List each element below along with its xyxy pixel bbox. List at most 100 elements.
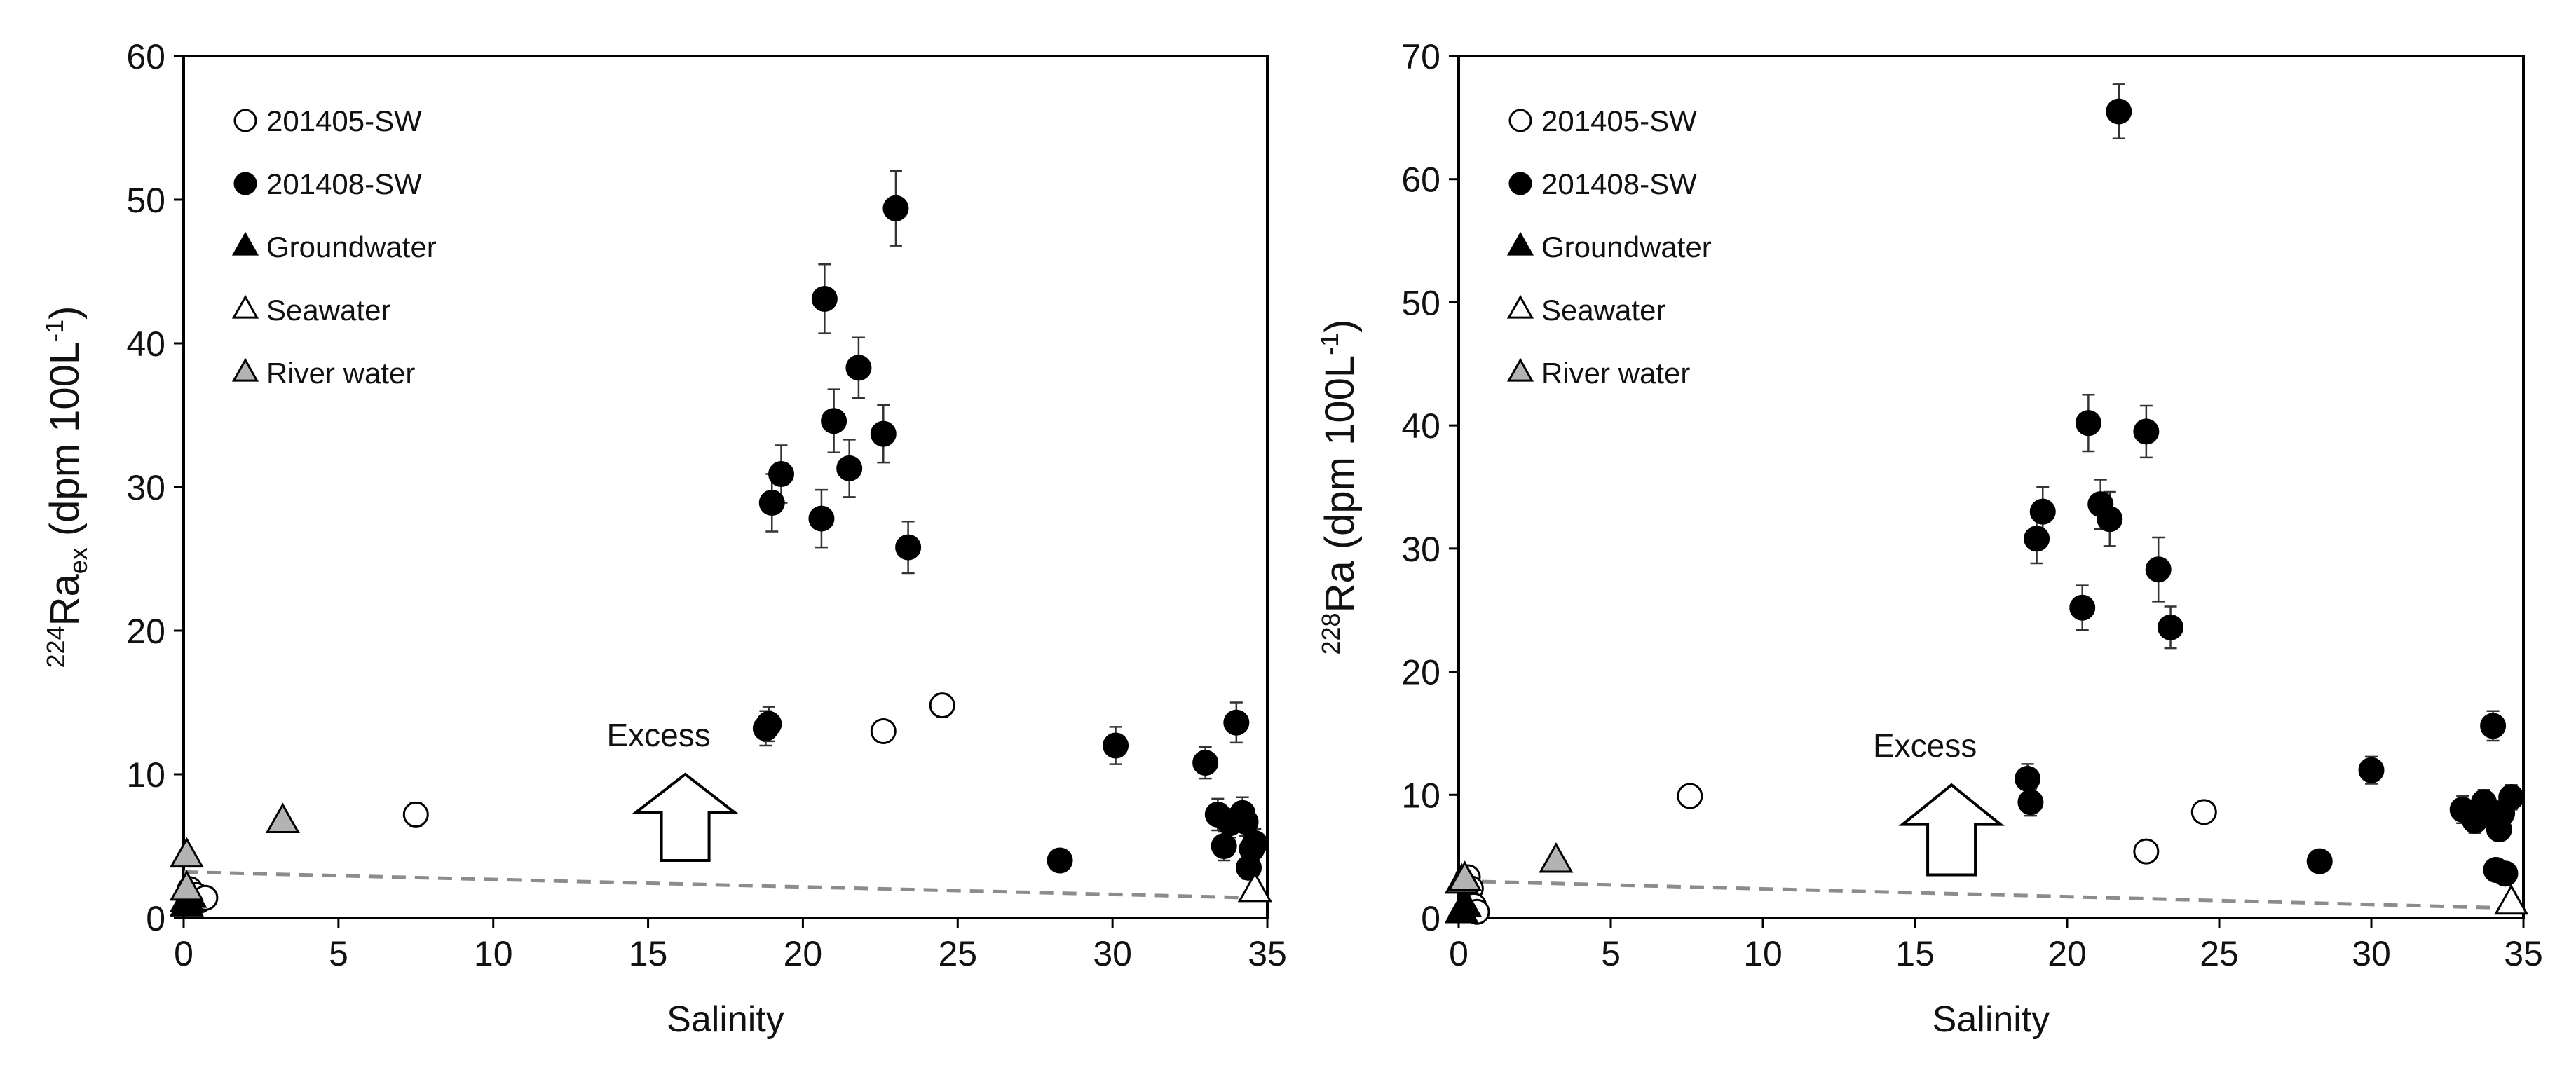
data-point <box>1211 833 1237 859</box>
legend-label-groundwater: Groundwater <box>1541 231 1712 263</box>
y-axis-label: 228Ra (dpm 100L-1) <box>1315 320 1363 655</box>
data-point <box>402 801 429 828</box>
legend-label-sw201408: 201408-SW <box>266 167 422 200</box>
x-tick-label: 30 <box>1093 934 1132 973</box>
legend-label-seawater: Seawater <box>266 294 390 327</box>
x-tick-label: 0 <box>1449 934 1468 973</box>
data-point <box>2498 784 2525 811</box>
data-point <box>2492 860 2519 887</box>
data-point <box>169 837 204 868</box>
excess-label: Excess <box>606 717 710 753</box>
data-point <box>2190 799 2217 825</box>
y-tick-label: 40 <box>1401 406 1440 446</box>
data-point <box>895 534 922 561</box>
x-tick-label: 0 <box>174 934 193 973</box>
series-sw201405 <box>1454 783 2217 925</box>
x-tick-label: 35 <box>1248 934 1287 973</box>
y-tick-label: 20 <box>1401 653 1440 692</box>
data-point <box>2017 789 2044 816</box>
data-point <box>2024 526 2050 552</box>
series-river <box>169 802 300 901</box>
x-tick-label: 15 <box>1895 934 1935 973</box>
data-point <box>2145 556 2172 583</box>
data-point <box>1047 847 1073 874</box>
x-tick-label: 30 <box>2352 934 2391 973</box>
series-sw201408 <box>752 170 1268 881</box>
y-tick-label: 30 <box>126 468 165 507</box>
data-point <box>1223 709 1250 736</box>
data-point <box>2133 418 2160 445</box>
y-axis-label: 224Raex (dpm 100L-1) <box>40 306 93 668</box>
legend-marker-sw201405 <box>233 109 257 132</box>
dashed-trendline <box>183 870 1255 900</box>
y-tick-label: 50 <box>126 181 165 220</box>
data-point <box>808 505 835 532</box>
legend-marker-sw201408 <box>233 172 257 195</box>
legend: 201405-SW 201408-SW Groundwater Seawater Riv… <box>1506 104 1712 390</box>
legend-label-groundwater: Groundwater <box>266 231 437 263</box>
y-tick-label: 10 <box>126 755 165 795</box>
data-point <box>758 490 785 516</box>
x-tick-label: 25 <box>938 934 977 973</box>
legend-label-seawater: Seawater <box>1541 294 1665 327</box>
data-point <box>2029 498 2056 525</box>
legend: 201405-SW 201408-SW Groundwater Seawater Riv… <box>231 104 437 390</box>
legend-label-river: River water <box>266 357 415 390</box>
legend-marker-river <box>1506 357 1534 382</box>
data-point <box>768 461 795 488</box>
data-point <box>845 355 872 381</box>
data-point <box>870 420 897 447</box>
legend-label-sw201405: 201405-SW <box>266 104 422 137</box>
x-axis-label: Salinity <box>1933 999 2050 1040</box>
x-axis-label: Salinity <box>667 999 784 1040</box>
data-point <box>2480 713 2507 739</box>
plot-frame <box>1457 55 2525 919</box>
x-tick-label: 5 <box>329 934 348 973</box>
chart-1: 0 10 20 30 40 50 60 0 5 10 15 20 25 30 35 Salinity 224Ra… <box>40 37 1287 1040</box>
data-point <box>1677 783 1703 809</box>
legend-marker-seawater <box>231 294 259 319</box>
y-tick-label: 0 <box>1421 899 1440 938</box>
data-point <box>1103 732 1129 759</box>
chart-2: 0 10 20 30 40 50 60 70 0 5 10 15 20 25 30 35 Salinity 228… <box>1315 37 2543 1040</box>
data-point <box>2075 410 2101 437</box>
legend-label-sw201408: 201408-SW <box>1541 167 1697 200</box>
y-tick-label: 20 <box>126 612 165 651</box>
legend-marker-seawater <box>1506 294 1534 319</box>
legend-marker-groundwater <box>1506 231 1534 256</box>
y-tick-label: 10 <box>1401 776 1440 815</box>
legend-marker-sw201408 <box>1508 172 1532 195</box>
y-tick-label: 50 <box>1401 283 1440 322</box>
legend-marker-sw201405 <box>1508 109 1532 132</box>
data-point <box>1447 860 1483 891</box>
data-point <box>2015 765 2041 792</box>
data-point <box>870 718 897 744</box>
series-groundwater <box>1444 886 1483 924</box>
x-tick-label: 10 <box>1743 934 1783 973</box>
legend-label-river: River water <box>1541 357 1690 390</box>
series-river <box>1444 842 1574 894</box>
data-point <box>756 711 782 737</box>
x-tick-label: 5 <box>1601 934 1621 973</box>
y-tick-label: 30 <box>1401 530 1440 569</box>
series-seawater <box>2494 884 2529 915</box>
data-point <box>836 455 863 481</box>
data-point <box>1241 830 1268 856</box>
data-point <box>821 408 847 434</box>
excess-label: Excess <box>1873 727 1977 764</box>
y-tick-label: 70 <box>1401 37 1440 76</box>
dashed-trendline <box>1458 879 2512 910</box>
data-point <box>2133 838 2160 865</box>
series-sw201408 <box>2015 83 2525 887</box>
data-point <box>882 195 909 221</box>
data-point <box>929 692 955 719</box>
excess-arrow <box>1898 783 2005 877</box>
x-tick-label: 35 <box>2504 934 2543 973</box>
data-point <box>2306 848 2333 874</box>
excess-arrow <box>632 772 739 862</box>
y-tick-label: 60 <box>126 37 165 76</box>
x-tick-label: 15 <box>629 934 668 973</box>
x-tick-label: 20 <box>2047 934 2087 973</box>
